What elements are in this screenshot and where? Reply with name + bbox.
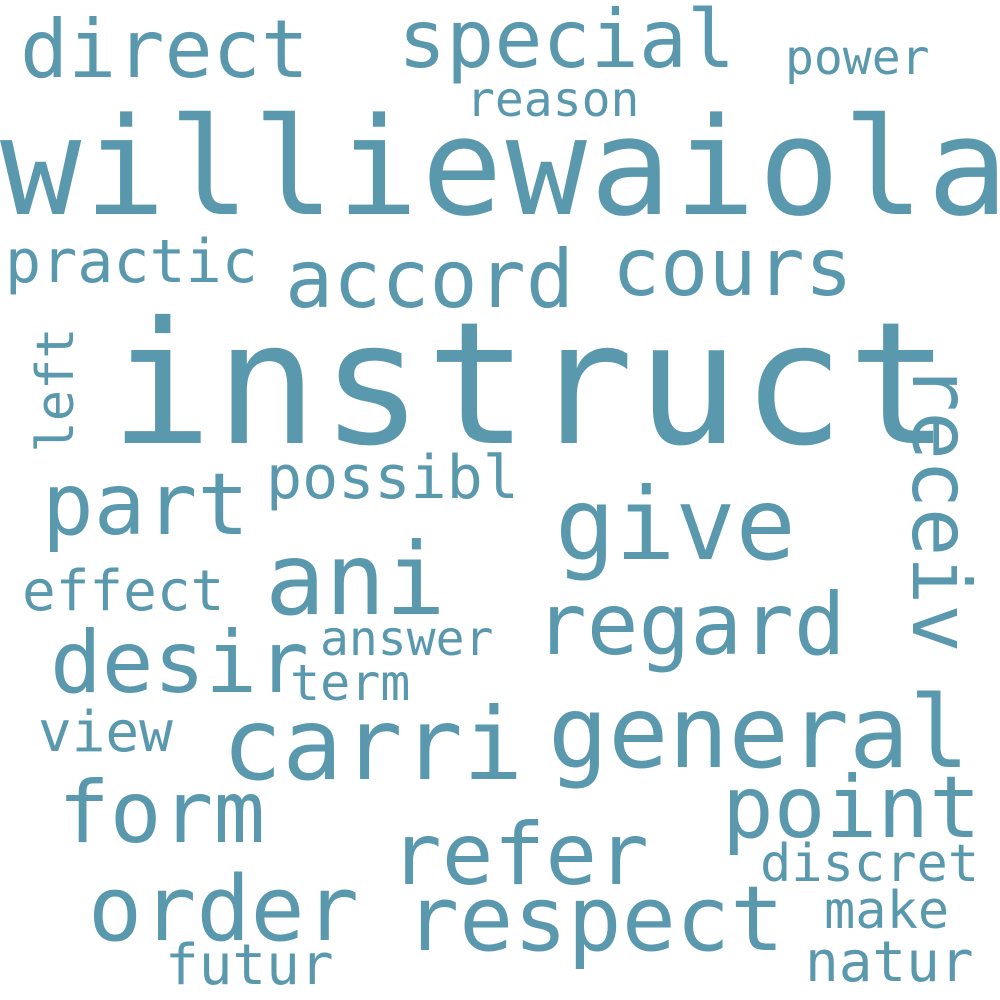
word-form: form (58, 763, 266, 863)
word-power: power (785, 30, 930, 86)
word-part: part (42, 455, 250, 555)
word-reason: reason (466, 72, 640, 128)
word-natur: natur (805, 930, 974, 995)
word-general: general (548, 674, 970, 791)
word-view: view (38, 700, 173, 765)
word-refer: refer (390, 805, 649, 905)
word-direct: direct (20, 3, 309, 96)
word-respect: respect (405, 867, 785, 972)
word-desir: desir (50, 613, 309, 713)
word-effect: effect (22, 559, 225, 624)
word-williewaiola: williewaiola (0, 89, 1000, 246)
word-possibl: possibl (266, 443, 519, 513)
word-left: left (26, 327, 86, 453)
word-give: give (555, 466, 796, 583)
word-regard: regard (535, 575, 846, 675)
word-futur: futur (165, 933, 334, 998)
word-point: point (722, 758, 981, 858)
word-order: order (88, 857, 359, 962)
word-accord: accord (285, 233, 574, 326)
word-make: make (824, 881, 950, 941)
word-special: special (398, 0, 736, 86)
word-answer: answer (320, 611, 494, 667)
word-cours: cours (612, 221, 853, 314)
word-discret: discret (760, 834, 980, 894)
word-practic: practic (5, 227, 258, 297)
word-receiv: receiv (894, 363, 987, 653)
word-term: term (290, 654, 411, 712)
word-ani: ani (265, 521, 446, 638)
word-carri: carri (222, 686, 524, 803)
word-instruct: instruct (110, 286, 953, 484)
